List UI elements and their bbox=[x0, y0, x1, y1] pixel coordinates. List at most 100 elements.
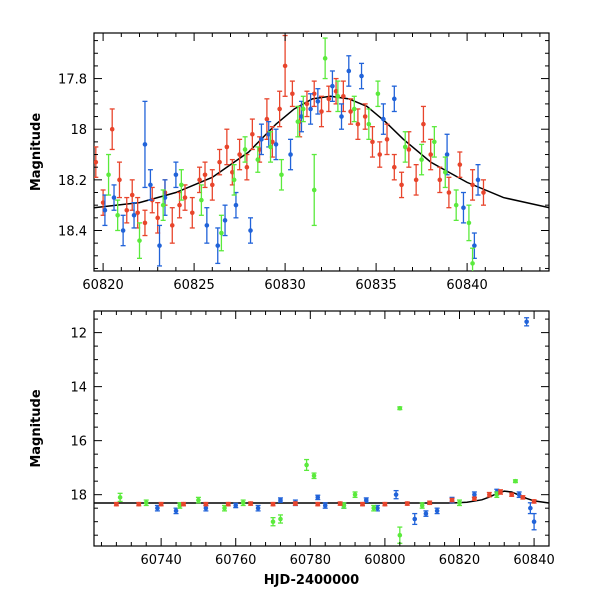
top-data-point bbox=[264, 98, 270, 140]
top-y-tick-label: 18 bbox=[70, 123, 87, 138]
top-data-point bbox=[277, 90, 283, 128]
top-data-point bbox=[399, 171, 405, 199]
top-y-axis-title: Magnitude bbox=[29, 113, 44, 192]
top-data-point bbox=[460, 191, 466, 224]
top-data-point bbox=[173, 161, 179, 189]
top-data-point bbox=[470, 247, 476, 271]
top-data-point bbox=[288, 138, 294, 171]
top-data-point bbox=[391, 85, 397, 113]
bottom-data-point bbox=[456, 499, 462, 507]
top-data-point bbox=[142, 209, 148, 237]
bottom-x-tick-label: 60820 bbox=[439, 553, 480, 568]
bottom-data-point bbox=[233, 502, 239, 509]
bottom-series-1 bbox=[117, 405, 518, 544]
top-data-point bbox=[391, 153, 397, 181]
top-data-point bbox=[109, 108, 115, 151]
bottom-data-point bbox=[498, 489, 504, 495]
bottom-data-point bbox=[277, 497, 283, 503]
top-data-point bbox=[273, 128, 279, 161]
top-data-point bbox=[120, 214, 126, 247]
bottom-data-point bbox=[195, 496, 201, 504]
bottom-data-point bbox=[419, 502, 425, 509]
top-data-point bbox=[480, 179, 486, 206]
top-data-point bbox=[115, 199, 121, 232]
bottom-data-point bbox=[404, 501, 410, 506]
top-data-point bbox=[355, 108, 361, 140]
top-data-point bbox=[304, 90, 310, 118]
top-data-point bbox=[315, 88, 321, 115]
top-data-point bbox=[419, 143, 425, 176]
bottom-x-axis-title: HJD-2400000 bbox=[264, 573, 359, 588]
top-x-tick-label: 60835 bbox=[355, 278, 396, 293]
top-data-point bbox=[362, 103, 368, 130]
bottom-series-0 bbox=[154, 317, 537, 531]
bottom-data-point bbox=[524, 317, 530, 327]
top-data-point bbox=[231, 164, 237, 196]
bottom-x-tick-label: 60740 bbox=[140, 553, 181, 568]
bottom-x-tick-label: 60840 bbox=[513, 553, 554, 568]
top-data-point bbox=[402, 131, 408, 163]
top-plot-frame bbox=[93, 32, 550, 272]
top-data-point bbox=[248, 217, 254, 244]
top-data-point bbox=[198, 184, 204, 216]
bottom-data-point bbox=[509, 492, 515, 497]
top-data-point bbox=[237, 138, 243, 171]
bottom-data-point bbox=[520, 495, 526, 500]
top-data-point bbox=[466, 204, 472, 242]
top-data-point bbox=[258, 123, 264, 156]
bottom-data-point bbox=[203, 501, 209, 507]
bottom-data-point bbox=[181, 501, 187, 507]
top-data-point bbox=[437, 166, 443, 194]
bottom-data-point bbox=[427, 500, 433, 506]
top-data-point bbox=[346, 55, 352, 87]
bottom-y-tick-label: 14 bbox=[70, 381, 87, 396]
bottom-data-point bbox=[412, 512, 418, 526]
bottom-data-point bbox=[352, 491, 358, 499]
bottom-y-tick-label: 16 bbox=[70, 435, 87, 450]
top-x-tick-label: 60825 bbox=[173, 278, 214, 293]
bottom-data-point bbox=[434, 507, 440, 515]
top-data-point bbox=[249, 118, 255, 151]
bottom-data-point bbox=[315, 494, 321, 501]
top-data-point bbox=[157, 224, 163, 267]
top-data-point bbox=[278, 158, 284, 191]
bottom-data-point bbox=[531, 512, 537, 531]
bottom-data-point bbox=[177, 502, 183, 509]
bottom-data-point bbox=[397, 405, 403, 411]
bottom-series-2 bbox=[113, 489, 537, 507]
bottom-y-axis-title: Magnitude bbox=[29, 389, 44, 468]
bottom-x-tick-label: 60780 bbox=[290, 553, 331, 568]
bottom-data-point bbox=[270, 516, 276, 527]
bottom-data-point bbox=[240, 499, 246, 507]
top-data-point bbox=[348, 98, 354, 125]
top-data-point bbox=[142, 100, 148, 189]
bottom-data-point bbox=[393, 489, 399, 500]
bottom-data-point bbox=[341, 502, 347, 509]
bottom-x-tick-label: 60800 bbox=[364, 553, 405, 568]
bottom-data-point bbox=[248, 501, 254, 506]
top-data-point bbox=[366, 108, 372, 140]
top-data-point bbox=[94, 146, 99, 178]
top-data-point bbox=[282, 34, 288, 97]
bottom-data-point bbox=[527, 502, 533, 515]
top-x-tick-label: 60820 bbox=[82, 278, 123, 293]
top-data-point bbox=[444, 133, 450, 176]
bottom-data-point bbox=[486, 491, 492, 498]
top-data-point bbox=[147, 169, 153, 201]
top-data-point bbox=[209, 169, 215, 201]
top-data-point bbox=[218, 214, 224, 252]
bottom-data-point bbox=[337, 501, 343, 506]
top-data-point bbox=[224, 128, 230, 166]
top-data-point bbox=[340, 80, 346, 113]
top-series-2 bbox=[106, 37, 476, 271]
bottom-data-point bbox=[397, 526, 403, 544]
top-data-point bbox=[178, 169, 184, 201]
top-data-point bbox=[375, 80, 381, 108]
top-data-point bbox=[470, 169, 476, 201]
top-data-point bbox=[233, 191, 239, 219]
top-data-point bbox=[431, 126, 437, 158]
top-data-point bbox=[413, 164, 419, 196]
top-data-point bbox=[111, 184, 117, 211]
top-data-point bbox=[300, 95, 306, 123]
